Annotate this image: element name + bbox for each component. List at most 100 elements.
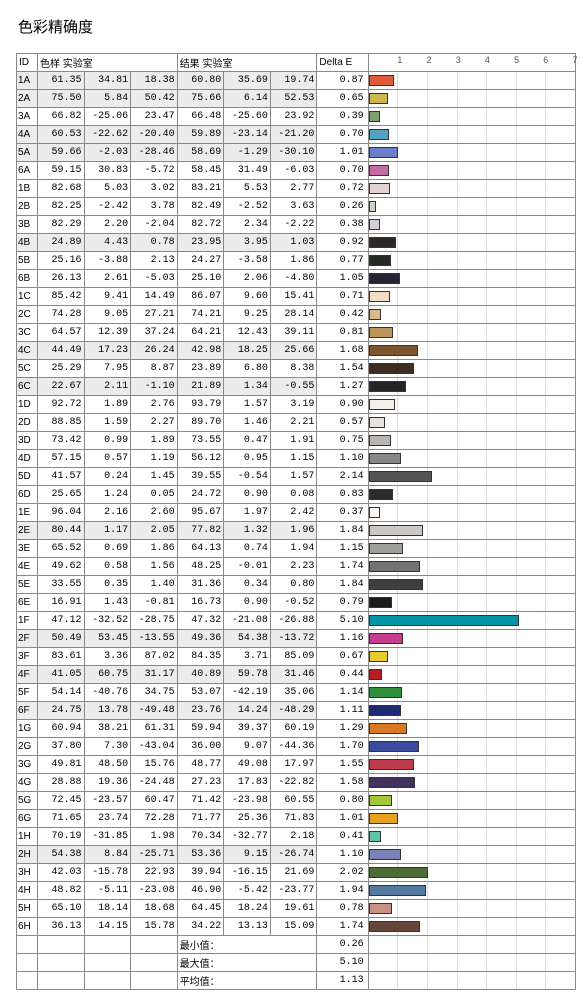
sample-value: 5.03 [84,180,131,198]
sample-value: 54.38 [37,846,84,864]
row-id: 1F [17,612,38,630]
sample-value: -28.75 [131,612,178,630]
table-row: 2E80.441.172.0577.821.321.961.84 [17,522,576,540]
row-id: 6H [17,918,38,936]
table-row: 4E49.620.581.5648.25-0.012.231.74 [17,558,576,576]
result-value: 21.69 [270,864,317,882]
delta-bar [369,777,416,788]
sample-value: 0.69 [84,540,131,558]
delta-bar [369,507,380,518]
row-id: 1A [17,72,38,90]
row-id: 1D [17,396,38,414]
sample-value: -5.11 [84,882,131,900]
sample-value: 15.78 [131,918,178,936]
sample-value: 12.39 [84,324,131,342]
result-value: 39.37 [224,720,271,738]
result-value: -0.01 [224,558,271,576]
delta-bar-cell [368,522,575,540]
delta-bar [369,381,406,392]
result-value: 40.89 [177,666,224,684]
table-row: 1E96.042.162.6095.671.972.420.37 [17,504,576,522]
table-row: 4F41.0560.7531.1740.8959.7831.460.44 [17,666,576,684]
result-value: 47.32 [177,612,224,630]
sample-value: 38.21 [84,720,131,738]
sample-value: 23.74 [84,810,131,828]
delta-value: 0.70 [317,126,368,144]
result-value: 53.36 [177,846,224,864]
sample-value: 60.47 [131,792,178,810]
sample-value: 25.16 [37,252,84,270]
sample-value: 60.94 [37,720,84,738]
row-id: 5A [17,144,38,162]
sample-value: 34.75 [131,684,178,702]
sample-value: 1.17 [84,522,131,540]
result-value: 2.21 [270,414,317,432]
header-id: ID [17,54,38,72]
result-value: 39.94 [177,864,224,882]
sample-value: 2.27 [131,414,178,432]
sample-value: 66.82 [37,108,84,126]
delta-bar [369,831,381,842]
delta-bar-cell [368,450,575,468]
table-row: 5D41.570.241.4539.55-0.541.572.14 [17,468,576,486]
delta-bar-cell [368,144,575,162]
result-value: 64.21 [177,324,224,342]
sample-value: -20.40 [131,126,178,144]
summary-row: 最大值：5.10 [17,954,576,972]
sample-value: 2.16 [84,504,131,522]
sample-value: -23.57 [84,792,131,810]
delta-bar-cell [368,684,575,702]
sample-value: -2.04 [131,216,178,234]
row-id: 4H [17,882,38,900]
result-value: 89.70 [177,414,224,432]
sample-value: 7.30 [84,738,131,756]
result-value: 0.47 [224,432,271,450]
delta-value: 0.83 [317,486,368,504]
sample-value: 1.56 [131,558,178,576]
result-value: 1.57 [224,396,271,414]
delta-bar-cell [368,288,575,306]
sample-value: 60.53 [37,126,84,144]
delta-value: 0.81 [317,324,368,342]
sample-value: 59.15 [37,162,84,180]
result-value: -42.19 [224,684,271,702]
delta-value: 0.38 [317,216,368,234]
result-value: 23.92 [270,108,317,126]
delta-value: 0.26 [317,198,368,216]
sample-value: -24.48 [131,774,178,792]
result-value: 71.83 [270,810,317,828]
row-id: 6B [17,270,38,288]
table-row: 3G49.8148.5015.7648.7749.0817.971.55 [17,756,576,774]
sample-value: 2.20 [84,216,131,234]
result-value: 82.72 [177,216,224,234]
sample-value: -31.85 [84,828,131,846]
delta-value: 0.80 [317,792,368,810]
result-value: 3.95 [224,234,271,252]
color-accuracy-table: ID 色样 实验室 结果 实验室 Delta E 1234567 1A61.35… [16,53,576,990]
result-value: 24.72 [177,486,224,504]
delta-value: 1.74 [317,558,368,576]
sample-value: -49.48 [131,702,178,720]
delta-value: 0.78 [317,900,368,918]
table-row: 5A59.66-2.03-28.4658.69-1.29-30.101.01 [17,144,576,162]
sample-value: 25.65 [37,486,84,504]
result-value: -32.77 [224,828,271,846]
summary-row: 最小值：0.26 [17,936,576,954]
sample-value: 1.86 [131,540,178,558]
result-value: 9.60 [224,288,271,306]
delta-bar-cell [368,738,575,756]
row-id: 2H [17,846,38,864]
sample-value: 8.87 [131,360,178,378]
row-id: 5D [17,468,38,486]
sample-value: 1.19 [131,450,178,468]
sample-value: 23.47 [131,108,178,126]
sample-value: 83.61 [37,648,84,666]
delta-bar-cell [368,702,575,720]
row-id: 1B [17,180,38,198]
sample-value: 1.98 [131,828,178,846]
delta-value: 0.79 [317,594,368,612]
summary-value: 1.13 [317,972,368,990]
sample-value: 85.42 [37,288,84,306]
result-value: 21.89 [177,378,224,396]
sample-value: -5.03 [131,270,178,288]
